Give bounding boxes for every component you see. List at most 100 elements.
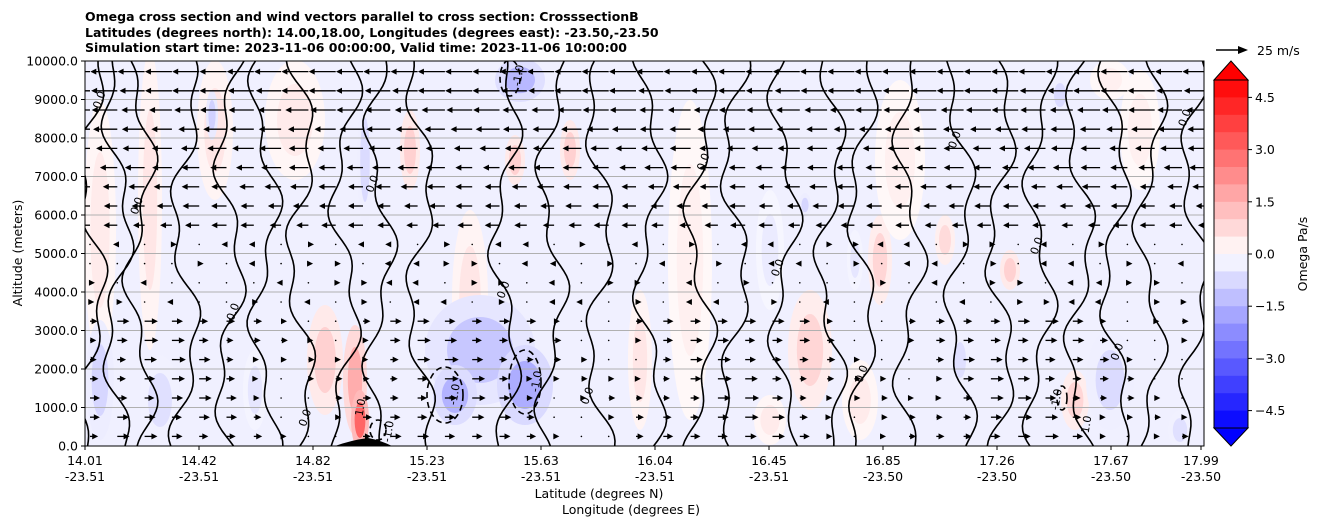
- wind-vector-head: [412, 279, 419, 286]
- wind-vector-head: [826, 395, 833, 401]
- wind-vector-head: [1047, 87, 1054, 94]
- wind-vector-head: [457, 222, 464, 229]
- x-tick-label-lat: 17.67: [1093, 453, 1129, 468]
- zero-contour: [533, 61, 571, 446]
- wind-vector: [1126, 435, 1129, 438]
- wind-vector-head: [445, 68, 452, 75]
- x-tick-label-lon: -23.51: [749, 469, 789, 484]
- title-line-2: Latitudes (degrees north): 14.00,18.00, …: [85, 24, 659, 40]
- omega-core: [90, 152, 110, 308]
- wind-vector: [280, 262, 282, 265]
- colorbar-segment: [1214, 132, 1248, 151]
- wind-vector-head: [229, 375, 236, 382]
- omega-core: [796, 314, 824, 386]
- y-tick-label: 4000.0: [34, 285, 78, 300]
- contour-label: 0.0: [363, 173, 381, 194]
- wind-vector-head: [592, 183, 599, 190]
- colorbar-segment: [1214, 393, 1248, 412]
- wind-vector-head: [521, 260, 528, 267]
- wind-vector-head: [392, 395, 399, 401]
- wind-vector-head: [966, 395, 973, 401]
- wind-vector-head: [455, 203, 462, 209]
- wind-vector-head: [63, 69, 69, 75]
- wind-vector-head: [696, 337, 703, 344]
- wind-vector-head: [121, 337, 128, 344]
- wind-vector-head: [1139, 203, 1146, 209]
- wind-vector-head: [936, 414, 943, 421]
- x-tick-label-lon: -23.51: [65, 469, 105, 484]
- wind-vector-head: [1099, 414, 1106, 421]
- wind-vector: [662, 282, 665, 284]
- wind-vector-head: [529, 337, 536, 344]
- wind-vector-head: [725, 375, 732, 382]
- wind-vector-head: [755, 164, 762, 171]
- wind-vector-head: [71, 145, 77, 151]
- wind-vector-head: [151, 356, 158, 363]
- wind-vector-head: [718, 87, 725, 94]
- wind-vector-head: [1204, 280, 1210, 286]
- wind-vector-head: [385, 241, 392, 248]
- wind-vector: [553, 243, 555, 246]
- wind-vector-head: [1024, 318, 1031, 325]
- wind-vector-head: [1067, 279, 1074, 286]
- wind-vector-head: [116, 299, 123, 305]
- wind-vector: [280, 301, 282, 303]
- wind-vector-head: [554, 87, 561, 94]
- wind-vector-head: [607, 279, 614, 286]
- wind-vector-head: [1017, 279, 1024, 286]
- wind-vector-head: [394, 107, 401, 113]
- wind-vector-head: [931, 279, 938, 286]
- wind-vector: [389, 301, 392, 303]
- wind-vector-head: [424, 126, 431, 133]
- wind-vector-head: [131, 203, 138, 209]
- wind-vector-head: [1095, 279, 1102, 286]
- wind-vector-head: [229, 433, 236, 440]
- wind-vector-head: [635, 299, 642, 305]
- wind-vector-head: [829, 107, 836, 113]
- wind-vector-head: [943, 145, 950, 152]
- wind-vector-head: [672, 183, 679, 190]
- contour-label: 0.0: [1028, 235, 1046, 256]
- wind-vector-head: [365, 107, 372, 113]
- wind-vector-head: [1167, 183, 1174, 190]
- wind-vector-head: [806, 126, 813, 133]
- wind-vector-head: [745, 87, 752, 94]
- wind-vector: [362, 262, 364, 265]
- wind-vector: [799, 243, 801, 246]
- negative-contour: [1056, 385, 1068, 411]
- wind-vector-head: [502, 107, 509, 113]
- wind-vector-head: [357, 241, 364, 248]
- wind-vector: [607, 435, 610, 438]
- omega-core: [564, 132, 576, 168]
- wind-vector-head: [428, 203, 435, 209]
- omega-core: [1172, 418, 1188, 442]
- wind-vector-head: [647, 183, 654, 190]
- wind-vector-head: [532, 126, 539, 133]
- wind-vector-head: [281, 318, 288, 325]
- wind-vector-head: [527, 356, 534, 363]
- wind-vector: [307, 282, 310, 284]
- wind-vector-head: [264, 183, 271, 190]
- wind-vector-head: [156, 203, 163, 209]
- zero-contour: [121, 61, 159, 446]
- wind-vector-head: [443, 260, 450, 267]
- wind-vector-head: [853, 356, 860, 363]
- wind-vector-head: [724, 395, 731, 401]
- wind-vector-head: [801, 414, 808, 421]
- wind-vector-head: [976, 222, 983, 229]
- wind-vector-head: [1099, 433, 1106, 440]
- wind-vector-head: [880, 433, 887, 440]
- wind-vector-head: [179, 356, 186, 363]
- wind-vector-head: [1027, 164, 1034, 171]
- wind-vector-head: [473, 107, 480, 113]
- wind-vector-head: [994, 318, 1001, 325]
- wind-vector: [553, 397, 555, 399]
- wind-vector: [1181, 243, 1183, 246]
- wind-vector-head: [1186, 107, 1193, 113]
- wind-vector-head: [202, 433, 209, 440]
- wind-vector-head: [74, 184, 80, 190]
- wind-vector-head: [973, 183, 980, 190]
- wind-vector-head: [800, 395, 807, 401]
- wind-vector-head: [347, 203, 354, 209]
- wind-vector-head: [451, 395, 458, 401]
